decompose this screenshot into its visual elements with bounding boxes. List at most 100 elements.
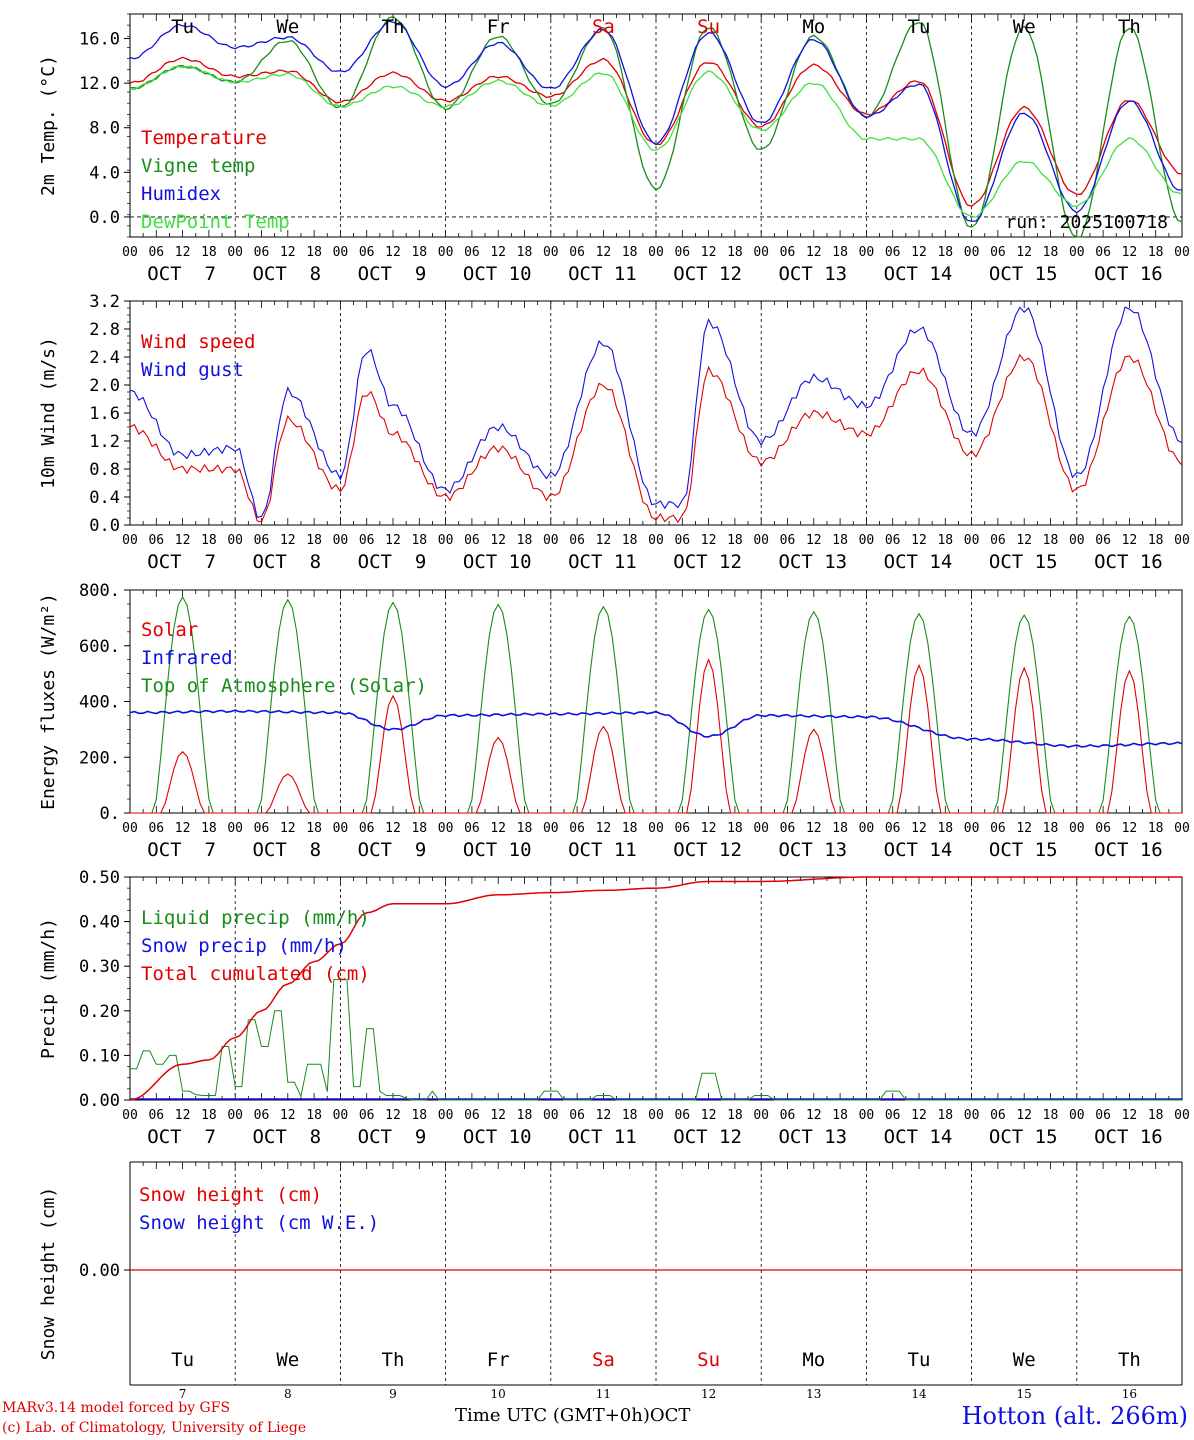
temperature-hour-label: 12	[701, 245, 717, 260]
precip-ytick-label: 0.20	[79, 1002, 120, 1022]
energy-hour-label: 00	[333, 821, 349, 836]
precip-hour-label: 12	[911, 1108, 927, 1123]
energy-hour-label: 00	[1069, 821, 1085, 836]
temp-weekday-label: We	[1013, 16, 1036, 38]
energy-hour-label: 18	[832, 821, 848, 836]
temp-weekday-label: We	[276, 16, 299, 38]
snow-weekday-label: Mo	[802, 1349, 825, 1371]
snow-day-number: 7	[179, 1387, 187, 1401]
wind-hour-label: 00	[438, 533, 454, 548]
wind-ytick-label: 1.6	[89, 404, 120, 424]
temperature-hour-label: 00	[227, 245, 243, 260]
temperature-day-label: OCT 8	[252, 263, 321, 285]
energy-hour-label: 00	[227, 821, 243, 836]
solar-line	[130, 658, 1182, 814]
wind-hour-label: 18	[622, 533, 638, 548]
temp-weekday-label: Tu	[171, 16, 194, 38]
temperature-hour-label: 00	[753, 245, 769, 260]
energy-day-label: OCT 10	[463, 839, 532, 861]
temperature-hour-label: 12	[490, 245, 506, 260]
snow-legend-item: Snow height (cm W.E.)	[139, 1212, 379, 1234]
energy-ytick-label: 400.	[79, 693, 120, 713]
precip-hour-label: 06	[885, 1108, 901, 1123]
temperature-day-label: OCT 14	[884, 263, 953, 285]
energy-hour-label: 18	[517, 821, 533, 836]
energy-hour-label: 12	[280, 821, 296, 836]
wind-hour-label: 06	[464, 533, 480, 548]
energy-day-label: OCT 12	[673, 839, 742, 861]
wind-ytick-label: 0.0	[89, 516, 120, 536]
wind-hour-label: 18	[411, 533, 427, 548]
precip-hour-label: 06	[254, 1108, 270, 1123]
energy-hour-label: 18	[622, 821, 638, 836]
temp-legend-item: Temperature	[141, 127, 267, 149]
wind-ytick-label: 2.0	[89, 376, 120, 396]
wind-hour-label: 06	[254, 533, 270, 548]
energy-hour-label: 06	[990, 821, 1006, 836]
energy-hour-label: 12	[1016, 821, 1032, 836]
precip-hour-label: 12	[806, 1108, 822, 1123]
energy-hour-label: 00	[1174, 821, 1190, 836]
wind-ytick-label: 0.8	[89, 460, 120, 480]
energy-hour-label: 18	[201, 821, 217, 836]
wind-hour-label: 06	[148, 533, 164, 548]
energy-frame	[129, 589, 1183, 814]
energy-day-label: OCT 15	[989, 839, 1058, 861]
precip-hour-label: 06	[780, 1108, 796, 1123]
precip-ytick-label: 0.40	[79, 913, 120, 933]
temperature-hour-label: 00	[1069, 245, 1085, 260]
precip-hour-label: 00	[543, 1108, 559, 1123]
temperature-day-label: OCT 12	[673, 263, 742, 285]
energy-hour-label: 12	[385, 821, 401, 836]
temp-legend-item: Humidex	[141, 183, 221, 205]
temp-series-line	[129, 20, 1182, 222]
temperature-hour-label: 12	[175, 245, 191, 260]
credit-model: MARv3.14 model forced by GFS	[2, 1400, 231, 1416]
temperature-hour-label: 00	[543, 245, 559, 260]
energy-day-label: OCT 9	[358, 839, 427, 861]
energy-hour-label: 06	[464, 821, 480, 836]
snow-weekday-label: Fr	[487, 1349, 510, 1371]
energy-hour-label: 00	[753, 821, 769, 836]
wind-hour-label: 12	[1122, 533, 1138, 548]
energy-day-label: OCT 13	[778, 839, 847, 861]
wind-hour-label: 12	[490, 533, 506, 548]
precip-hour-label: 00	[648, 1108, 664, 1123]
temperature-hour-label: 06	[674, 245, 690, 260]
temperature-hour-label: 18	[937, 245, 953, 260]
energy-day-label: OCT 8	[252, 839, 321, 861]
temperature-hour-label: 06	[569, 245, 585, 260]
temperature-hour-label: 06	[780, 245, 796, 260]
wind-ytick-label: 1.2	[89, 432, 120, 452]
precip-day-label: OCT 8	[252, 1126, 321, 1148]
snow-day-number: 16	[1122, 1387, 1137, 1401]
precip-legend-item: Total cumulated (cm)	[141, 963, 370, 985]
energy-hour-label: 12	[806, 821, 822, 836]
precip-hour-label: 18	[832, 1108, 848, 1123]
snow-day-number: 9	[389, 1387, 397, 1401]
wind-hour-label: 00	[964, 533, 980, 548]
precip-hour-label: 00	[227, 1108, 243, 1123]
temperature-hour-label: 18	[727, 245, 743, 260]
precip-hour-label: 00	[1174, 1108, 1190, 1123]
wind-hour-label: 06	[990, 533, 1006, 548]
energy-hour-label: 06	[885, 821, 901, 836]
energy-hour-label: 06	[1095, 821, 1111, 836]
wind-ytick-label: 3.2	[89, 292, 120, 312]
snow-weekday-label: We	[1013, 1349, 1036, 1371]
wind-hour-label: 06	[569, 533, 585, 548]
energy-hour-label: 00	[859, 821, 875, 836]
total-cumulated-line	[129, 876, 1182, 1101]
snow-day-number: 15	[1017, 1387, 1032, 1401]
wind-hour-label: 12	[701, 533, 717, 548]
wind-ytick-label: 2.4	[89, 348, 120, 368]
temperature-hour-label: 00	[1174, 245, 1190, 260]
wind-hour-label: 18	[306, 533, 322, 548]
wind-hour-label: 18	[201, 533, 217, 548]
precip-hour-label: 18	[411, 1108, 427, 1123]
snow-weekday-label: Tu	[171, 1349, 194, 1371]
snow-day-number: 8	[284, 1387, 292, 1401]
precip-day-label: OCT 9	[358, 1126, 427, 1148]
energy-ytick-label: 600.	[79, 637, 120, 657]
